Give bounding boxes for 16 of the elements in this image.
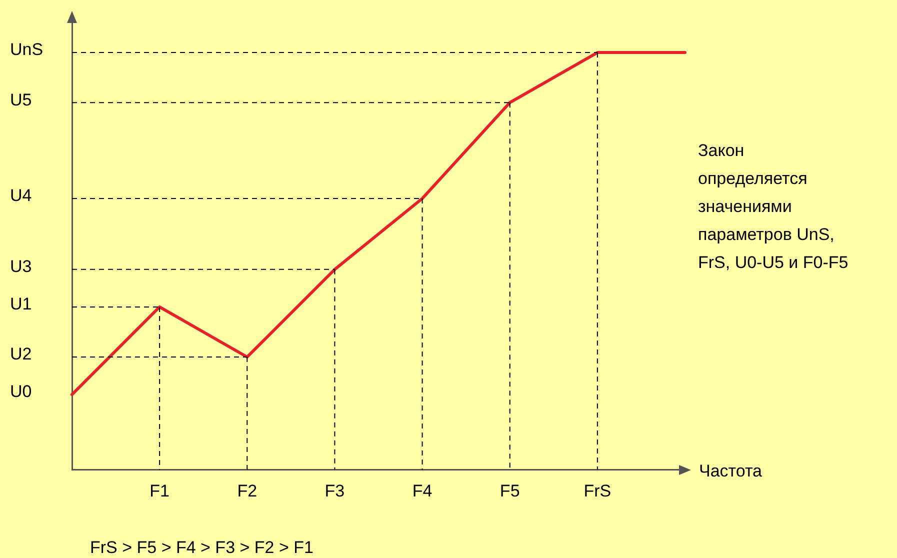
ref-line-label: U5 [10, 90, 32, 110]
text: U0 [10, 382, 32, 402]
x-tick-label: F2 [237, 481, 258, 500]
x-tick-label: FrS [584, 481, 612, 500]
ref-line-label: U4 [10, 186, 32, 206]
text: UnS [10, 40, 44, 60]
ref-line-label: U1 [10, 294, 32, 314]
text: Закон определяется значениями параметров UnS, FrS, U0-U5 и F0-F5 [698, 140, 848, 274]
x-tick-label: F5 [500, 481, 520, 500]
x-tick-label: F1 [150, 481, 170, 500]
ref-line-label: U2 [10, 344, 32, 364]
ref-line-label: U3 [10, 257, 32, 276]
x-axis-title: Частота [699, 461, 763, 480]
x-tick-label: F4 [412, 481, 432, 500]
text: FrS > F5 > F4 > F3 > F2 > F1 [90, 537, 314, 558]
x-tick-label: F3 [324, 481, 345, 500]
